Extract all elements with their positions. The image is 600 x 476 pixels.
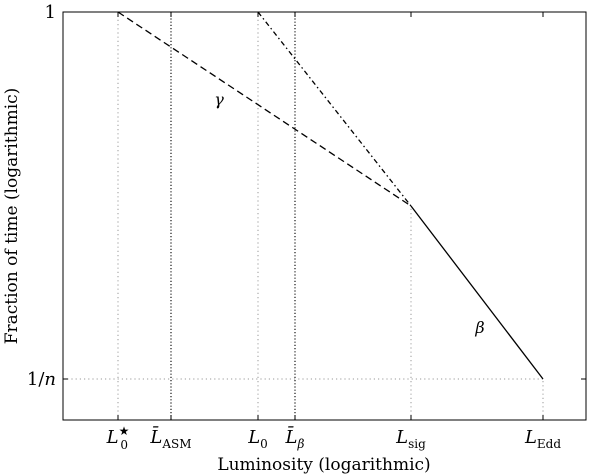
y-tick-label-inv_n: 1/n xyxy=(27,369,56,390)
x-tick-label-lasm: L̄ASM xyxy=(149,425,191,451)
x-tick-label-ledd: LEdd xyxy=(524,427,561,451)
annotation-beta: β xyxy=(474,318,484,337)
x-axis-label: Luminosity (logarithmic) xyxy=(217,455,430,475)
x-tick-label-lsig: Lsig xyxy=(395,427,426,451)
y-tick-label-one: 1 xyxy=(45,2,56,23)
x-tick-label-lbeta: L̄β xyxy=(285,425,305,451)
x-tick-label-l0: L0 xyxy=(247,427,268,451)
plot-area xyxy=(62,11,587,421)
x-tick-label-l0star: L★ 0 xyxy=(106,424,130,452)
y-axis-label: Fraction of time (logarithmic) xyxy=(2,88,22,345)
annotation-gamma: γ xyxy=(214,90,224,109)
series-line-dashdot xyxy=(257,11,412,207)
series-line-solid xyxy=(410,205,544,380)
series-line-dashed xyxy=(117,11,412,207)
